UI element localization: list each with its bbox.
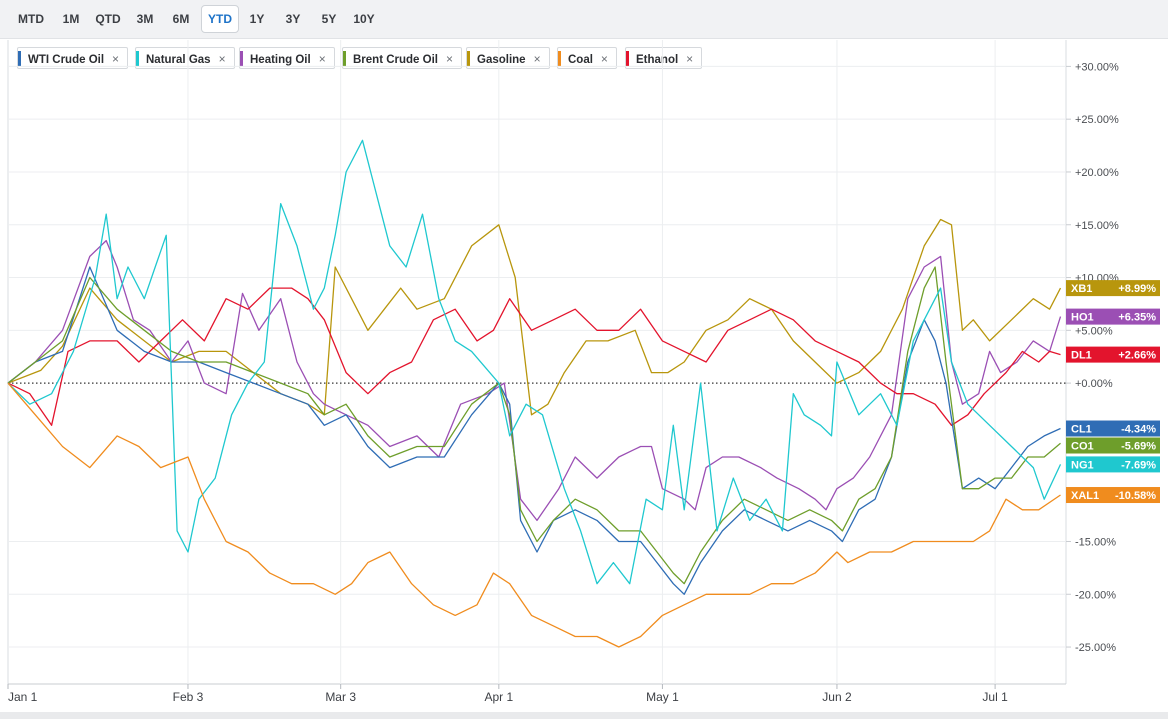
close-icon[interactable]: ×: [112, 52, 120, 66]
range-button-5y[interactable]: 5Y: [321, 12, 337, 26]
legend-label: Heating Oil: [250, 54, 311, 66]
close-icon[interactable]: ×: [686, 52, 694, 66]
range-button-10y[interactable]: 10Y: [353, 12, 375, 26]
series-line-co1[interactable]: [7, 266, 1061, 585]
end-badge-xal1: [1066, 487, 1160, 504]
end-badge-code: XB1: [1071, 283, 1092, 295]
end-badge-value: -7.69%: [1121, 459, 1156, 471]
y-tick-label: -15.00%: [1075, 536, 1116, 548]
range-button-1m[interactable]: 1M: [62, 12, 80, 26]
x-tick-label: Jan 1: [8, 690, 38, 704]
series-line-ho1[interactable]: [7, 239, 1062, 522]
y-tick-label: +30.00%: [1075, 61, 1119, 73]
end-badge-code: DL1: [1071, 350, 1092, 362]
legend-label: Coal: [568, 54, 593, 66]
legend-swatch: [343, 51, 346, 66]
end-badge-value: +6.35%: [1118, 312, 1156, 324]
legend-swatch: [136, 51, 139, 66]
legend-chip-heating-oil[interactable]: Heating Oil ×: [239, 47, 335, 69]
range-button-qtd[interactable]: QTD: [95, 12, 121, 26]
end-badge-xb1: [1066, 280, 1160, 297]
y-tick-label: +5.00%: [1075, 325, 1113, 337]
range-button-ytd[interactable]: YTD: [201, 5, 239, 33]
end-badge-value: +2.66%: [1118, 350, 1156, 362]
legend-label: Gasoline: [477, 54, 526, 66]
bottom-scroll-strip: [0, 712, 1168, 719]
legend-label: Brent Crude Oil: [353, 54, 438, 66]
range-button-6m[interactable]: 6M: [172, 12, 190, 26]
legend-chip-brent-crude-oil[interactable]: Brent Crude Oil ×: [342, 47, 462, 69]
end-badge-ng1: [1066, 456, 1160, 473]
y-tick-label: -20.00%: [1075, 589, 1116, 601]
x-tick-label: Jul 1: [982, 690, 1008, 704]
close-icon[interactable]: ×: [600, 52, 608, 66]
legend-label: Natural Gas: [146, 54, 211, 66]
x-tick-label: Mar 3: [325, 690, 356, 704]
range-button-3y[interactable]: 3Y: [285, 12, 301, 26]
end-badge-cl1: [1066, 420, 1160, 437]
legend-chip-ethanol[interactable]: Ethanol ×: [625, 47, 703, 69]
legend-swatch: [467, 51, 470, 66]
close-icon[interactable]: ×: [445, 52, 453, 66]
range-button-3m[interactable]: 3M: [136, 12, 154, 26]
close-icon[interactable]: ×: [318, 52, 326, 66]
end-badge-code: HO1: [1071, 312, 1094, 324]
time-range-toolbar: MTD 1M QTD 3M 6M YTD 1Y 3Y 5Y 10Y: [0, 0, 1168, 39]
legend-swatch: [240, 51, 243, 66]
end-badge-dl1: [1066, 346, 1160, 363]
end-badge-value: -5.69%: [1121, 441, 1156, 453]
series-line-xb1[interactable]: [7, 218, 1062, 416]
end-badge-co1: [1066, 437, 1160, 454]
x-tick-label: Jun 2: [822, 690, 852, 704]
legend-label: Ethanol: [636, 54, 679, 66]
series-line-ng1[interactable]: [7, 139, 1062, 585]
y-tick-label: -25.00%: [1075, 642, 1116, 654]
x-tick-label: May 1: [646, 690, 679, 704]
range-button-1y[interactable]: 1Y: [249, 12, 265, 26]
legend-swatch: [558, 51, 561, 66]
legend-swatch: [18, 51, 21, 66]
y-tick-label: +25.00%: [1075, 114, 1119, 126]
y-tick-label: +20.00%: [1075, 167, 1119, 179]
legend-chip-gasoline[interactable]: Gasoline ×: [466, 47, 550, 69]
close-icon[interactable]: ×: [218, 52, 226, 66]
legend-chip-wti-crude-oil[interactable]: WTI Crude Oil ×: [17, 47, 129, 69]
x-tick-label: Feb 3: [173, 690, 204, 704]
legend-chip-coal[interactable]: Coal ×: [557, 47, 617, 69]
end-badge-code: CL1: [1071, 424, 1092, 436]
y-tick-label: +15.00%: [1075, 220, 1119, 232]
end-badge-value: -10.58%: [1115, 490, 1156, 502]
end-badge-code: NG1: [1071, 459, 1094, 471]
close-icon[interactable]: ×: [533, 52, 541, 66]
range-button-mtd[interactable]: MTD: [18, 12, 44, 26]
series-line-xal1[interactable]: [7, 382, 1061, 648]
y-tick-label: +0.00%: [1075, 378, 1113, 390]
series-line-dl1[interactable]: [7, 287, 1061, 426]
legend-chip-natural-gas[interactable]: Natural Gas ×: [135, 47, 235, 69]
series-line-cl1[interactable]: [7, 266, 1061, 595]
end-badge-value: +8.99%: [1118, 283, 1156, 295]
end-badge-value: -4.34%: [1121, 424, 1156, 436]
x-tick-label: Apr 1: [484, 690, 513, 704]
legend-label: WTI Crude Oil: [28, 54, 105, 66]
end-badge-code: XAL1: [1071, 490, 1099, 502]
end-badge-ho1: [1066, 308, 1160, 325]
end-badge-code: CO1: [1071, 441, 1094, 453]
legend-swatch: [626, 51, 629, 66]
